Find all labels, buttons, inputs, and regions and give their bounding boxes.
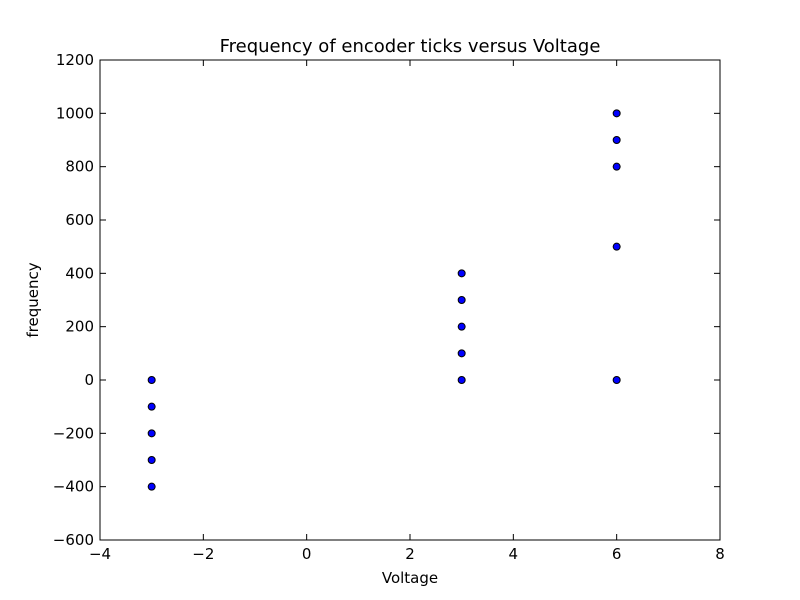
data-point [612, 242, 621, 251]
plot-area-frame [99, 59, 721, 541]
y-tick-label: −600 [53, 531, 94, 549]
data-point [147, 456, 156, 464]
x-tick-label: 2 [405, 545, 415, 563]
data-point [612, 376, 621, 384]
data-point [457, 269, 466, 278]
y-tick-label: 0 [84, 371, 94, 389]
y-tick-label: −200 [53, 424, 94, 442]
y-tick-label: 200 [65, 318, 94, 336]
chart-title: Frequency of encoder ticks versus Voltag… [220, 36, 601, 57]
x-tick-label: 4 [509, 545, 519, 563]
data-point [147, 429, 156, 438]
y-tick-label: 800 [65, 158, 94, 176]
data-point [612, 109, 621, 118]
data-point [457, 376, 466, 384]
data-points [147, 109, 621, 491]
y-tick-label: 600 [65, 211, 94, 229]
x-tick-label: −4 [89, 545, 111, 563]
y-tick-label: 1000 [56, 104, 94, 122]
x-tick-label: 6 [612, 545, 622, 563]
data-point [612, 162, 621, 171]
data-point [147, 402, 156, 411]
data-point [147, 482, 156, 491]
axis-tick-labels: −4 −2 0 2 4 6 8 −600 −400 −200 0 200 400 600 800 1000 12… [53, 51, 725, 563]
y-tick-label: −400 [53, 478, 94, 496]
data-point [147, 376, 156, 384]
data-point [457, 322, 466, 331]
x-tick-label: −2 [192, 545, 214, 563]
data-point [612, 136, 621, 144]
x-tick-label: 0 [302, 545, 312, 563]
data-point [457, 296, 466, 304]
data-point [457, 349, 466, 358]
y-tick-label: 400 [65, 264, 94, 282]
y-tick-label: 1200 [56, 51, 94, 69]
x-tick-label: 8 [715, 545, 725, 563]
x-axis-label: Voltage [382, 569, 438, 587]
y-axis-label: frequency [24, 262, 42, 337]
